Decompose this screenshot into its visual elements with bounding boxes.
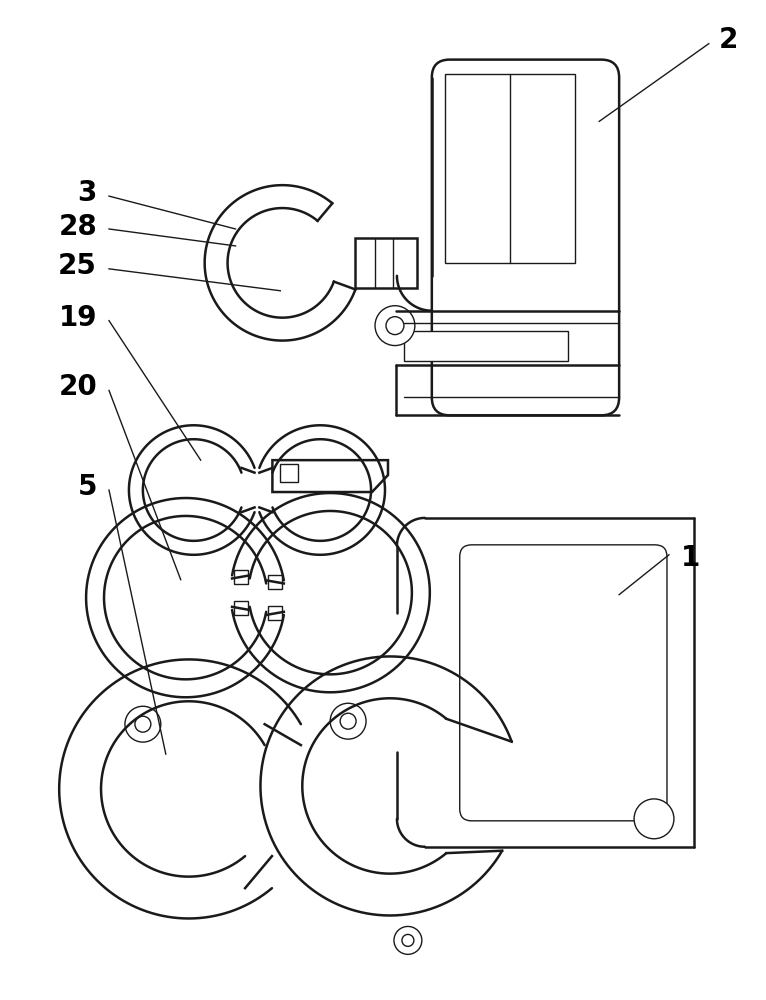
- Circle shape: [340, 713, 356, 729]
- Bar: [355, 238, 417, 288]
- Text: 25: 25: [58, 252, 97, 280]
- Text: 3: 3: [77, 179, 97, 207]
- Circle shape: [330, 703, 366, 739]
- Bar: [268, 575, 282, 589]
- Circle shape: [135, 716, 151, 732]
- Bar: [280, 464, 298, 482]
- Circle shape: [636, 801, 672, 837]
- Circle shape: [394, 926, 422, 954]
- Text: 5: 5: [77, 473, 97, 501]
- Text: 28: 28: [58, 213, 97, 241]
- Text: 1: 1: [681, 544, 700, 572]
- Text: 19: 19: [58, 304, 97, 332]
- Bar: [234, 601, 248, 615]
- FancyBboxPatch shape: [432, 60, 619, 415]
- Circle shape: [125, 706, 161, 742]
- Text: 2: 2: [719, 26, 738, 54]
- Circle shape: [634, 799, 674, 839]
- Circle shape: [402, 934, 414, 946]
- Bar: [268, 606, 282, 620]
- Bar: [404, 331, 568, 361]
- Circle shape: [386, 317, 404, 335]
- Bar: [445, 74, 575, 263]
- FancyBboxPatch shape: [460, 545, 667, 821]
- Text: 20: 20: [58, 373, 97, 401]
- Circle shape: [375, 306, 415, 346]
- Bar: [234, 570, 248, 584]
